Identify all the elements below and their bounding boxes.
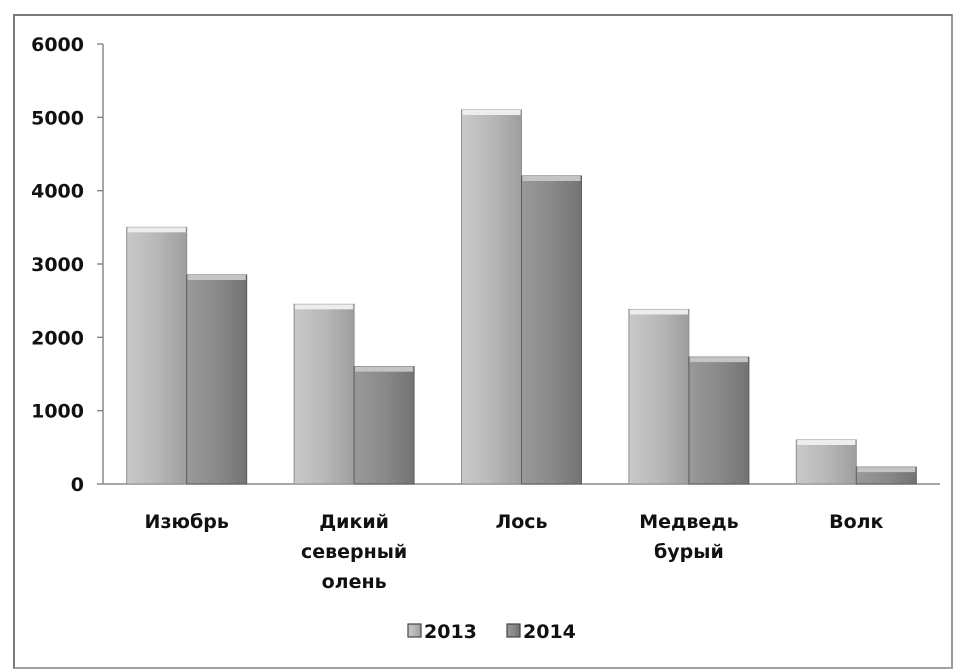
bar-2014-3 xyxy=(688,356,750,485)
legend-swatch xyxy=(506,623,521,638)
bar-body xyxy=(688,356,750,485)
x-tick-label: бурый xyxy=(654,541,724,563)
x-tick-label: Медведь xyxy=(639,511,738,533)
legend-label: 2013 xyxy=(424,621,477,643)
bar-top-highlight xyxy=(355,366,414,372)
legend-label: 2014 xyxy=(523,621,576,643)
bar-top-highlight xyxy=(522,176,581,181)
x-tick-label: олень xyxy=(322,571,387,593)
bar-body xyxy=(293,303,355,485)
bar-2014-0 xyxy=(186,274,248,485)
bar-top-highlight xyxy=(127,227,186,233)
bar-2013-2 xyxy=(461,109,522,485)
bar-2013-4 xyxy=(795,439,857,485)
y-tick-label: 1000 xyxy=(31,401,84,423)
bar-body xyxy=(795,439,857,485)
y-tick-label: 2000 xyxy=(31,327,84,349)
y-tick-label: 6000 xyxy=(31,34,84,56)
bar-2013-0 xyxy=(126,226,188,485)
bar-2013-1 xyxy=(293,303,355,485)
bar-2014-1 xyxy=(353,366,415,485)
x-tick-label: Волк xyxy=(829,511,883,533)
bar-top-highlight xyxy=(187,275,246,280)
bar-top-highlight xyxy=(462,110,521,115)
legend-swatch xyxy=(407,623,422,638)
bar-body xyxy=(521,175,582,485)
bar-body xyxy=(353,366,415,485)
bar-top-highlight xyxy=(797,440,856,445)
bar-2014-4 xyxy=(855,466,917,485)
y-tick-label: 4000 xyxy=(31,181,84,203)
y-tick-label: 3000 xyxy=(31,254,84,276)
y-tick-label: 0 xyxy=(71,474,84,496)
y-axis-ticks: 0 1000 2000 3000 4000 5000 6000 xyxy=(31,34,103,496)
x-axis-labels: Изюбрь Дикий северный олень Лось Медведь бурый… xyxy=(145,511,884,593)
bar-2014-2 xyxy=(521,175,582,485)
x-tick-label: Лось xyxy=(495,511,547,533)
x-tick-label: Изюбрь xyxy=(145,511,229,533)
bar-top-highlight xyxy=(857,467,916,473)
bars xyxy=(126,109,917,485)
bar-body xyxy=(126,226,188,485)
x-tick-label: Дикий xyxy=(319,511,389,533)
bar-body xyxy=(186,274,248,485)
bar-2013-3 xyxy=(628,308,690,485)
legend: 2013 2014 xyxy=(407,621,576,643)
bar-body xyxy=(628,308,690,485)
bar-top-highlight xyxy=(295,304,354,310)
legend-item-2014: 2014 xyxy=(506,621,576,643)
bar-top-highlight xyxy=(689,357,748,363)
bar-top-highlight xyxy=(629,309,688,315)
x-tick-label: северный xyxy=(301,541,407,563)
bar-body xyxy=(461,109,522,485)
legend-item-2013: 2013 xyxy=(407,621,477,643)
y-tick-label: 5000 xyxy=(31,107,84,129)
